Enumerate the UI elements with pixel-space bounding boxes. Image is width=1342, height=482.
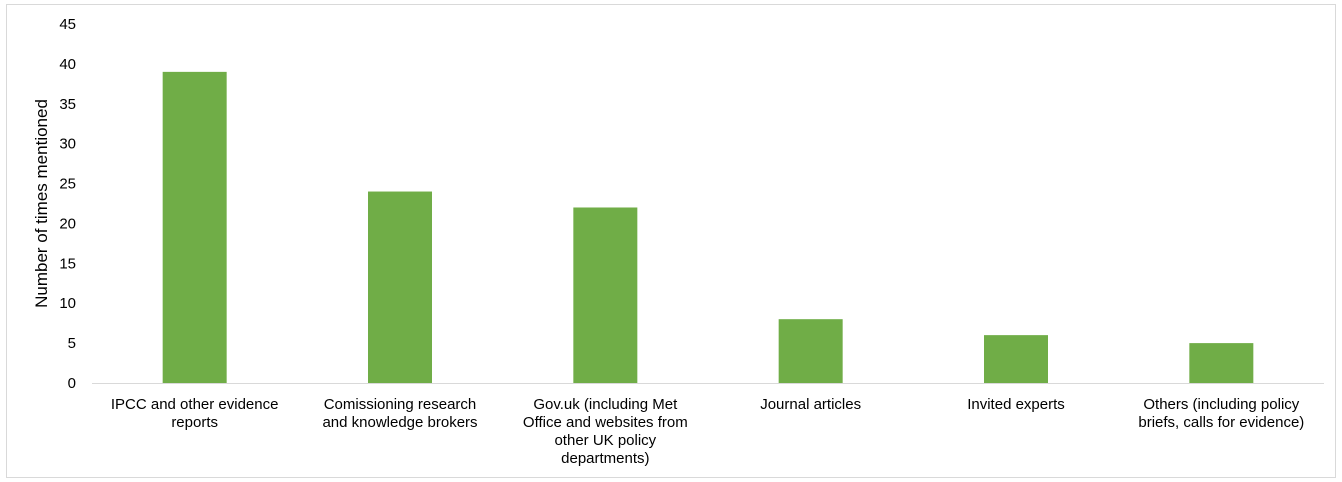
y-tick-label: 25 — [59, 176, 76, 193]
x-tick-label-line: Invited experts — [967, 396, 1065, 413]
x-tick-label-line: and knowledge brokers — [322, 414, 477, 431]
bar — [573, 207, 638, 383]
x-tick-label: Invited experts — [967, 396, 1065, 413]
x-tick-label-line: other UK policy — [554, 432, 656, 449]
x-tick-label: Gov.uk (including Met Office and websites… — [523, 396, 688, 467]
x-tick-label: IPCC and other evidence reports — [111, 396, 279, 431]
bars — [162, 71, 1254, 383]
y-tick-label: 15 — [59, 255, 76, 272]
x-axis-labels: IPCC and other evidence reports Comissioni… — [111, 396, 1304, 467]
x-tick-label-line: Office and websites from — [523, 414, 688, 431]
y-tick-label: 40 — [59, 56, 76, 73]
chart-frame — [6, 4, 1336, 478]
x-tick-label-line: reports — [171, 414, 218, 431]
y-tick-label: 5 — [68, 335, 76, 352]
x-tick-label-line: Gov.uk (including Met — [533, 396, 678, 413]
x-tick-label: Journal articles — [760, 396, 861, 413]
y-tick-label: 45 — [59, 16, 76, 33]
y-axis-ticks: 0 5 10 15 20 25 30 35 40 45 — [59, 16, 76, 392]
x-tick-label-line: IPCC and other evidence — [111, 396, 279, 413]
bar — [1189, 343, 1254, 383]
y-tick-label: 20 — [59, 215, 76, 232]
x-tick-label-line: Comissioning research — [324, 396, 477, 413]
y-tick-label: 10 — [59, 295, 76, 312]
bar — [778, 319, 843, 383]
x-tick-label: Others (including policy briefs, calls fo… — [1138, 396, 1304, 431]
x-tick-label: Comissioning research and knowledge broke… — [322, 396, 477, 431]
y-tick-label: 30 — [59, 136, 76, 153]
y-tick-label: 0 — [68, 375, 76, 392]
x-tick-label-line: departments) — [561, 450, 649, 467]
x-tick-label-line: Journal articles — [760, 396, 861, 413]
bar — [368, 191, 432, 383]
bar — [162, 71, 227, 383]
x-tick-label-line: briefs, calls for evidence) — [1138, 414, 1304, 431]
y-axis-title: Number of times mentioned — [32, 99, 51, 308]
y-tick-label: 35 — [59, 96, 76, 113]
bar — [984, 335, 1048, 383]
x-tick-label-line: Others (including policy — [1143, 396, 1299, 413]
